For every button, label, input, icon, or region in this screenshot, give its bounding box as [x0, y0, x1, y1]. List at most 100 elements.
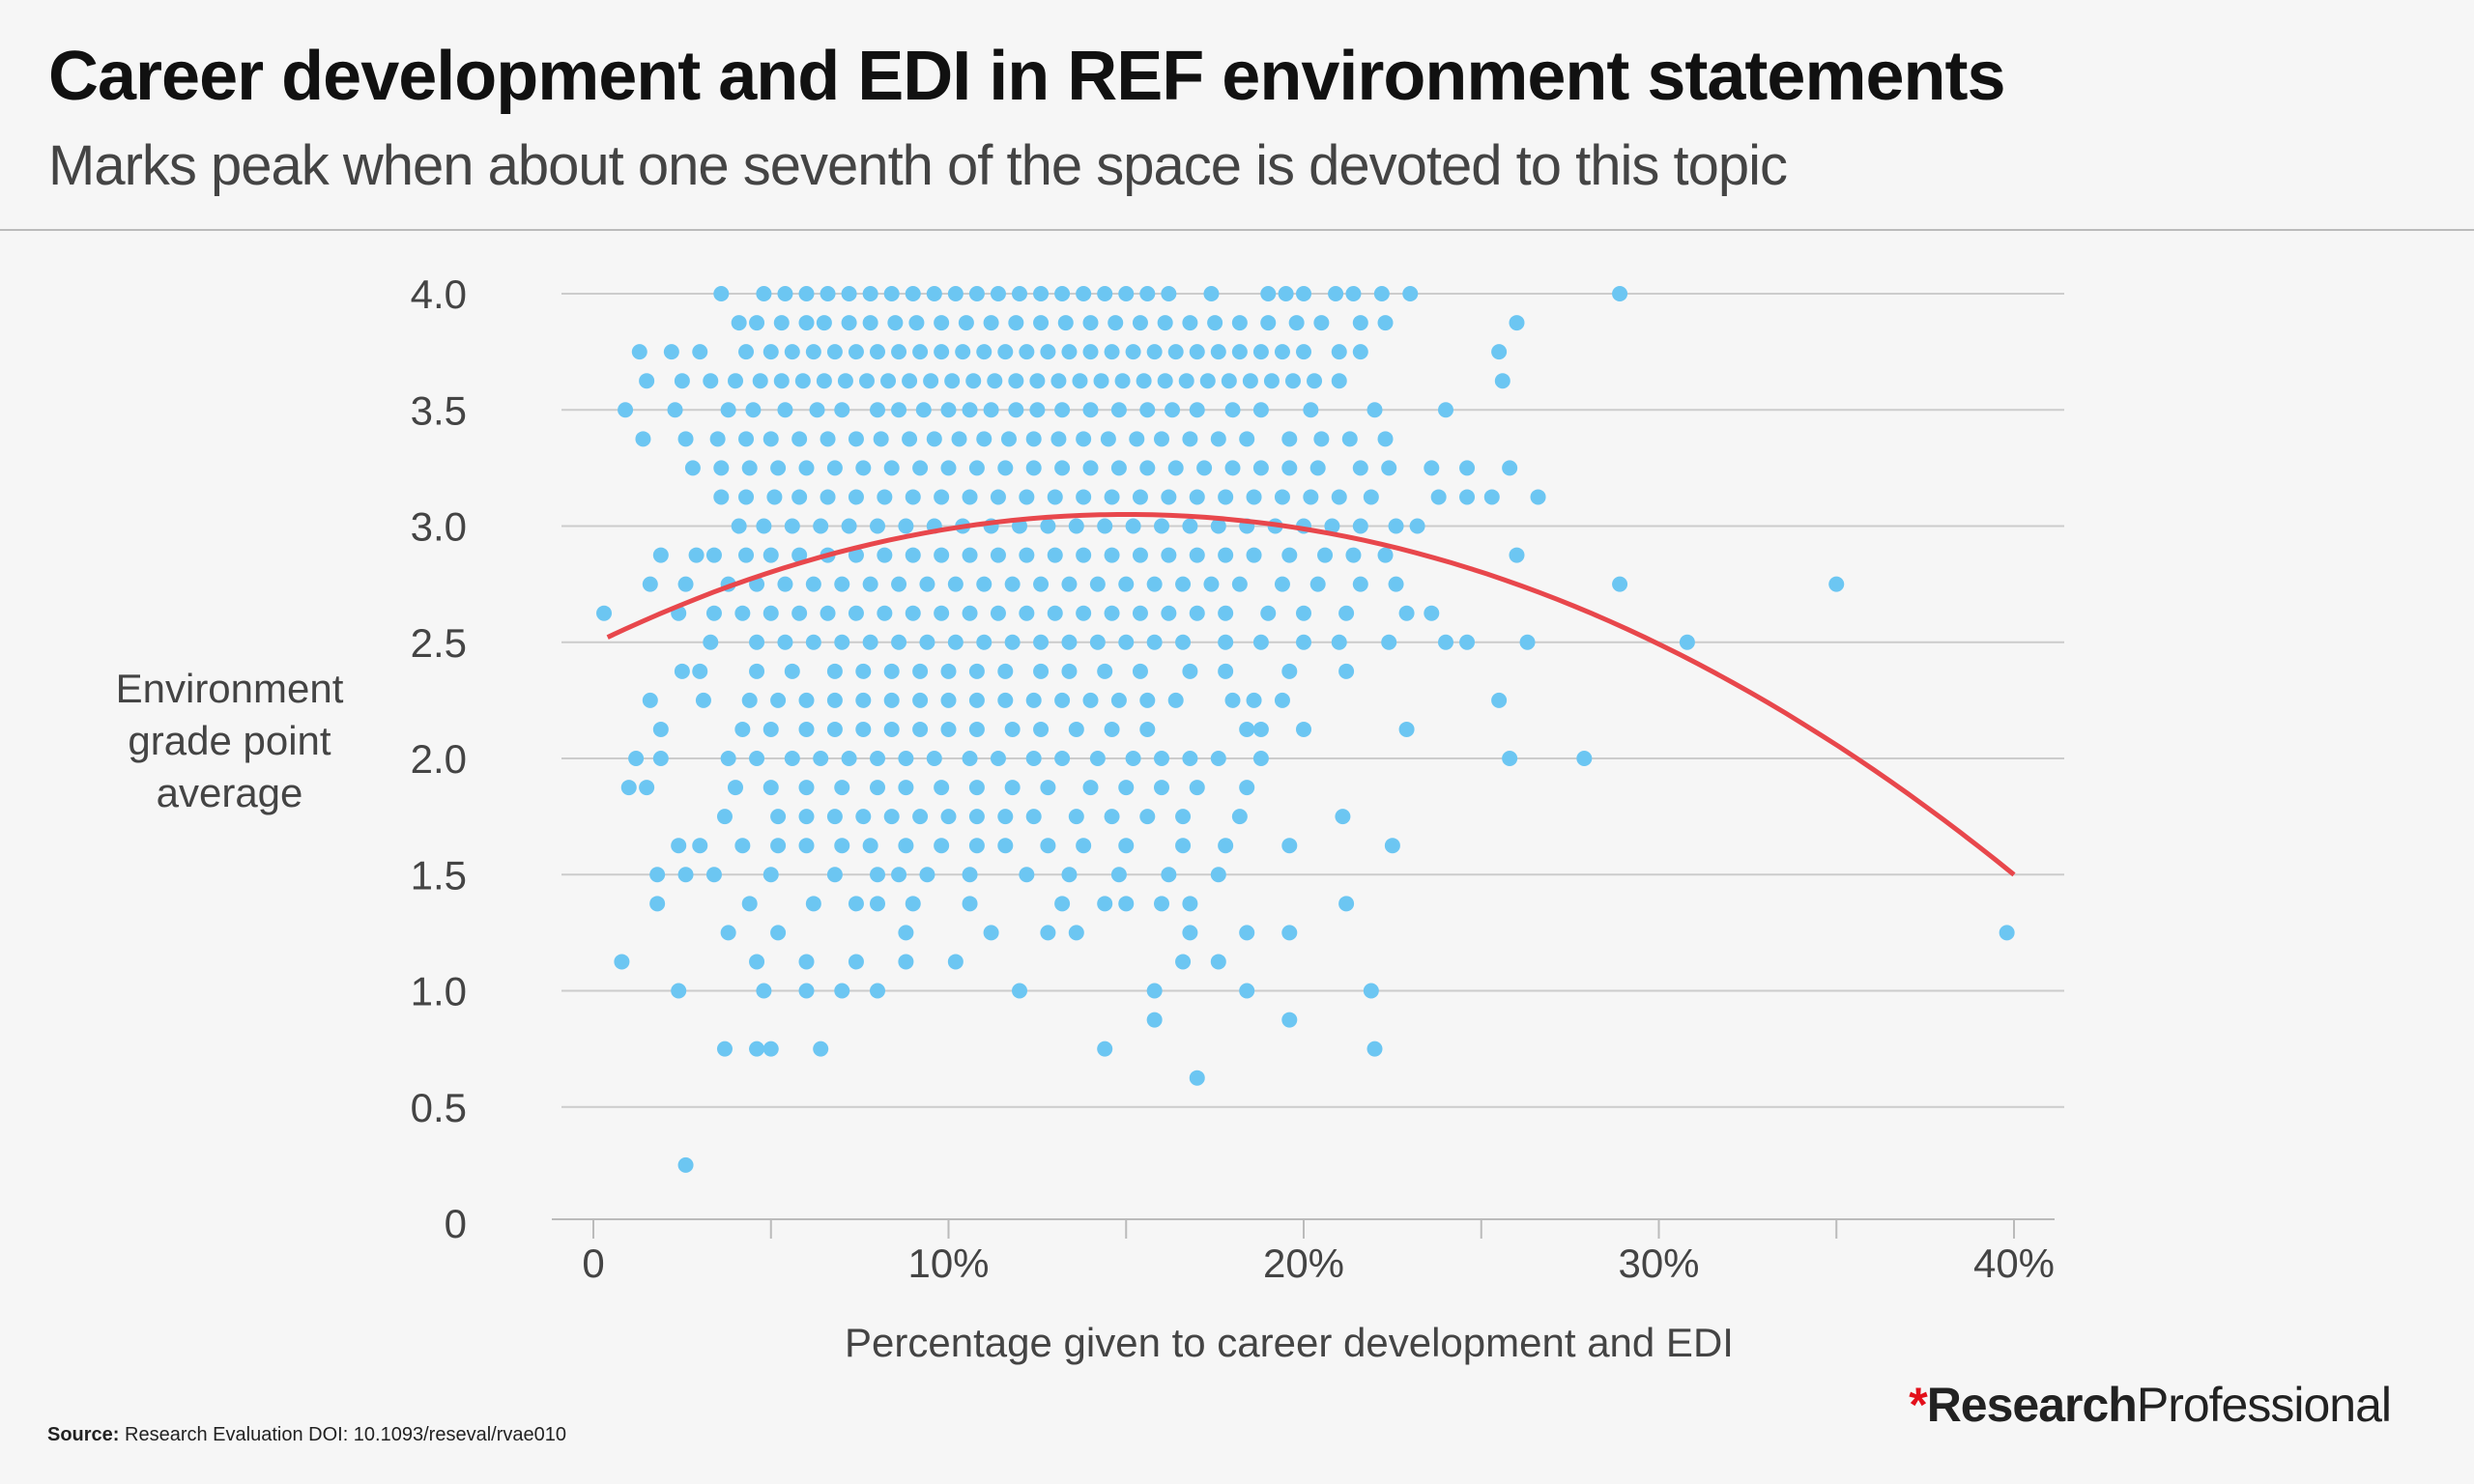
- data-point: [834, 838, 850, 854]
- data-point: [1182, 751, 1198, 766]
- data-point: [1125, 518, 1141, 534]
- data-point: [1331, 373, 1347, 389]
- data-point: [1218, 838, 1234, 854]
- data-point: [1182, 663, 1198, 679]
- data-point: [905, 605, 921, 621]
- data-point: [1210, 431, 1226, 447]
- data-point: [1139, 721, 1156, 737]
- data-point: [820, 431, 836, 447]
- data-point: [1061, 634, 1078, 650]
- data-point: [947, 286, 964, 301]
- data-point: [1132, 663, 1148, 679]
- data-point: [798, 721, 815, 737]
- data-point: [1459, 634, 1476, 650]
- data-point: [1224, 460, 1241, 476]
- data-point: [1231, 576, 1248, 592]
- data-point: [1335, 809, 1351, 825]
- data-point: [837, 373, 853, 389]
- data-point: [692, 663, 708, 679]
- data-point: [1068, 518, 1084, 534]
- data-point: [870, 780, 885, 796]
- data-point: [1530, 489, 1546, 505]
- data-point: [1129, 431, 1145, 447]
- data-point: [1377, 547, 1394, 563]
- data-point: [671, 838, 687, 854]
- data-point: [877, 489, 893, 505]
- data-point: [1384, 838, 1400, 854]
- data-point: [1189, 780, 1205, 796]
- data-point: [777, 634, 793, 650]
- data-point: [883, 721, 900, 737]
- data-point: [1012, 286, 1027, 301]
- data-point: [1118, 896, 1135, 912]
- data-point: [1132, 605, 1148, 621]
- data-point: [1331, 634, 1347, 650]
- data-point: [749, 1041, 765, 1057]
- data-point: [674, 663, 690, 679]
- data-point: [919, 634, 935, 650]
- data-point: [1104, 344, 1120, 360]
- data-point: [1097, 518, 1113, 534]
- data-point: [1161, 605, 1177, 621]
- data-point: [912, 344, 929, 360]
- data-point: [745, 402, 762, 418]
- data-point: [770, 925, 787, 941]
- data-point: [1161, 867, 1177, 883]
- data-point: [1100, 431, 1116, 447]
- data-point: [997, 663, 1014, 679]
- data-point: [1252, 460, 1269, 476]
- data-point: [1239, 721, 1255, 737]
- data-point: [1509, 315, 1525, 331]
- data-point: [1352, 518, 1368, 534]
- data-point: [940, 663, 957, 679]
- data-point: [1033, 663, 1050, 679]
- data-point: [891, 402, 907, 418]
- data-point: [1139, 286, 1156, 301]
- data-point: [1110, 867, 1127, 883]
- data-point: [1178, 373, 1194, 389]
- data-point: [962, 489, 978, 505]
- data-point: [1341, 431, 1358, 447]
- data-point: [720, 402, 736, 418]
- data-point: [1199, 373, 1216, 389]
- data-point: [1132, 489, 1148, 505]
- data-point: [784, 344, 800, 360]
- data-point: [1338, 663, 1355, 679]
- data-point: [1089, 634, 1106, 650]
- data-point: [1025, 460, 1042, 476]
- y-axis-label: Environment grade point average: [77, 663, 382, 819]
- data-point: [990, 605, 1006, 621]
- data-point: [798, 838, 815, 854]
- data-point: [912, 460, 929, 476]
- data-point: [642, 692, 658, 708]
- y-label-line: Environment: [115, 666, 344, 711]
- data-point: [705, 867, 722, 883]
- data-point: [1040, 925, 1056, 941]
- data-point: [813, 751, 829, 766]
- y-label-line: grade point: [128, 718, 331, 763]
- data-point: [1331, 489, 1347, 505]
- data-point: [773, 315, 790, 331]
- data-point: [1118, 286, 1135, 301]
- data-point: [1438, 634, 1453, 650]
- data-point: [1167, 692, 1184, 708]
- data-point: [968, 838, 985, 854]
- divider: [0, 229, 2474, 231]
- data-point: [813, 1041, 829, 1057]
- data-point: [1132, 547, 1148, 563]
- data-point: [738, 489, 755, 505]
- data-point: [762, 605, 779, 621]
- data-point: [997, 344, 1014, 360]
- data-point: [990, 286, 1006, 301]
- data-point: [983, 315, 999, 331]
- data-point: [870, 983, 885, 999]
- data-point: [1398, 605, 1415, 621]
- data-point: [752, 373, 768, 389]
- data-point: [898, 954, 914, 970]
- data-point: [1224, 402, 1241, 418]
- data-point: [834, 780, 850, 796]
- data-point: [826, 692, 843, 708]
- data-point: [826, 344, 843, 360]
- data-point: [1146, 344, 1163, 360]
- data-point: [1082, 402, 1099, 418]
